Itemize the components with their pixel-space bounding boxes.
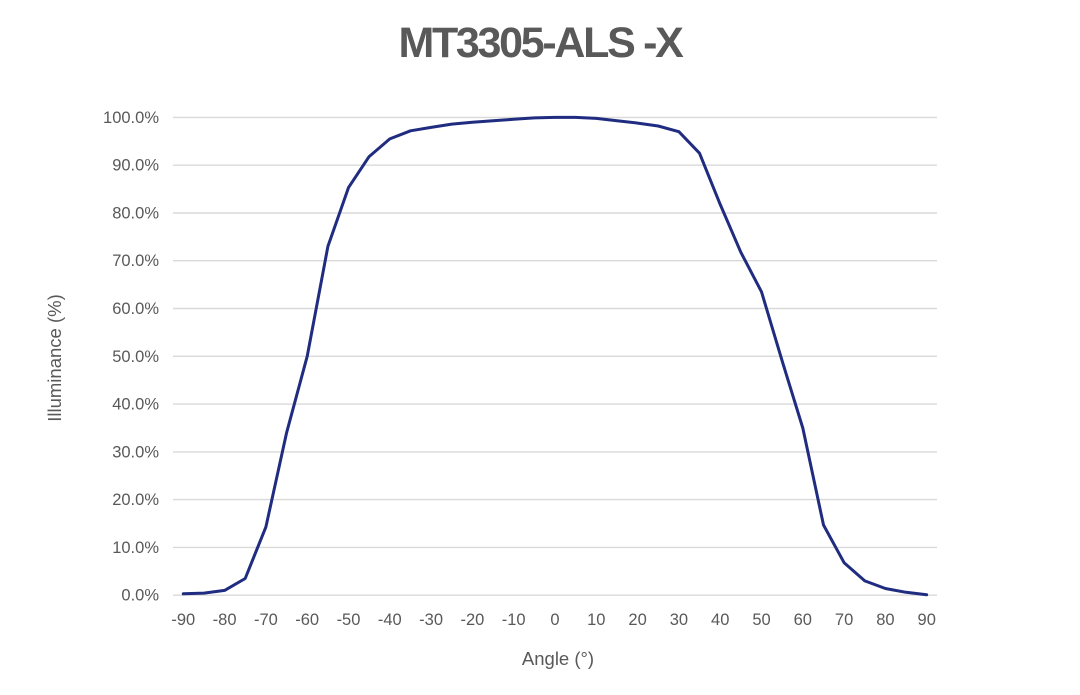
svg-text:-20: -20: [460, 611, 484, 629]
svg-text:80.0%: 80.0%: [112, 205, 159, 223]
svg-text:60: 60: [794, 611, 812, 629]
svg-text:30: 30: [670, 611, 688, 629]
svg-text:Illuminance (%): Illuminance (%): [44, 294, 65, 422]
svg-text:70: 70: [835, 611, 853, 629]
svg-text:-50: -50: [337, 611, 361, 629]
svg-text:30.0%: 30.0%: [112, 443, 159, 461]
svg-text:90.0%: 90.0%: [112, 157, 159, 175]
svg-text:100.0%: 100.0%: [103, 109, 159, 127]
svg-text:10.0%: 10.0%: [112, 539, 159, 557]
svg-text:10: 10: [587, 611, 605, 629]
svg-text:60.0%: 60.0%: [112, 300, 159, 318]
svg-text:-80: -80: [213, 611, 237, 629]
svg-text:-10: -10: [502, 611, 526, 629]
svg-text:50: 50: [752, 611, 770, 629]
svg-text:-70: -70: [254, 611, 278, 629]
svg-text:0.0%: 0.0%: [121, 587, 159, 605]
svg-text:20: 20: [628, 611, 646, 629]
svg-text:-30: -30: [419, 611, 443, 629]
svg-text:70.0%: 70.0%: [112, 252, 159, 270]
svg-text:50.0%: 50.0%: [112, 348, 159, 366]
svg-text:-60: -60: [295, 611, 319, 629]
svg-text:20.0%: 20.0%: [112, 491, 159, 509]
svg-text:90: 90: [918, 611, 936, 629]
svg-text:Angle (°): Angle (°): [522, 648, 594, 669]
svg-text:40: 40: [711, 611, 729, 629]
svg-text:-40: -40: [378, 611, 402, 629]
svg-text:80: 80: [876, 611, 894, 629]
svg-text:-90: -90: [171, 611, 195, 629]
svg-text:40.0%: 40.0%: [112, 396, 159, 414]
svg-text:MT3305-ALS -X: MT3305-ALS -X: [398, 19, 684, 67]
svg-text:0: 0: [550, 611, 559, 629]
